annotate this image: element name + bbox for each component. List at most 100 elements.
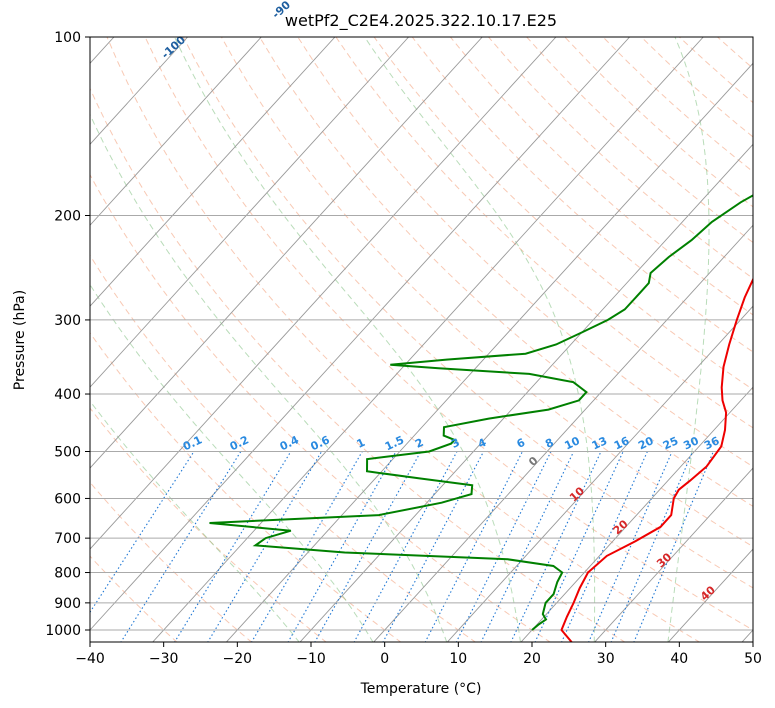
dry-adiabat bbox=[259, 37, 753, 507]
mixing-ratio-line bbox=[455, 451, 552, 642]
x-tick-label: 20 bbox=[523, 651, 541, 667]
isotherm-line bbox=[446, 305, 753, 642]
y-axis-ticks: 100 200 300 400 500 600 700 800 900 1000 bbox=[45, 30, 90, 639]
dry-adiabat bbox=[106, 37, 701, 642]
mixing-ratio-label: 2 bbox=[413, 436, 425, 451]
dry-adiabat bbox=[297, 37, 753, 468]
mixing-ratio-line bbox=[251, 451, 363, 642]
x-tick-label: 50 bbox=[744, 651, 762, 667]
isotherm-label: 40 bbox=[698, 583, 718, 603]
mixing-ratio-line bbox=[314, 451, 422, 642]
data-series bbox=[209, 194, 753, 642]
mixing-ratio-label: 6 bbox=[515, 436, 528, 451]
y-tick-label: 500 bbox=[54, 445, 81, 461]
mixing-ratio-label: 1.5 bbox=[383, 433, 406, 453]
mixing-ratio-label: 20 bbox=[636, 434, 656, 452]
isotherm-line bbox=[90, 37, 483, 469]
mixing-ratio-line bbox=[353, 451, 458, 642]
isotherm-line bbox=[152, 37, 704, 642]
y-tick-label: 1000 bbox=[45, 623, 81, 639]
isotherm-line bbox=[373, 224, 753, 642]
x-tick-label: 0 bbox=[380, 651, 389, 667]
dry-adiabat bbox=[90, 555, 178, 642]
y-tick-label: 100 bbox=[54, 30, 81, 46]
mixing-ratio-line bbox=[588, 451, 673, 642]
dry-adiabat bbox=[756, 37, 775, 643]
mixing-ratio-line bbox=[174, 451, 292, 642]
y-tick-label: 900 bbox=[54, 596, 81, 612]
x-axis-ticks: −40 −30 −20 −10 0 10 20 30 40 50 bbox=[75, 642, 762, 667]
dry-adiabat bbox=[144, 37, 753, 631]
dry-adiabat bbox=[182, 37, 753, 589]
dry-adiabat bbox=[335, 37, 753, 429]
mixing-ratio-label: 3 bbox=[449, 436, 461, 451]
mixing-ratio-label: 25 bbox=[661, 434, 680, 452]
y-tick-label: 400 bbox=[54, 387, 81, 403]
dry-adiabat bbox=[411, 37, 753, 353]
mixing-ratio-label: 4 bbox=[476, 436, 489, 451]
dry-adiabat bbox=[90, 254, 477, 642]
dewpoint-line bbox=[209, 194, 753, 631]
mixing-ratio-line bbox=[610, 451, 694, 642]
mixing-ratio-line bbox=[480, 451, 575, 642]
mixing-ratio-line bbox=[561, 451, 648, 642]
dry-adiabat bbox=[564, 37, 753, 208]
mixing-ratio-line bbox=[534, 451, 624, 642]
moist-adiabat bbox=[90, 283, 374, 642]
moist-adiabat bbox=[90, 113, 448, 642]
x-tick-label: 30 bbox=[597, 651, 615, 667]
y-tick-label: 300 bbox=[54, 313, 81, 329]
background-lines bbox=[90, 37, 775, 643]
mixing-ratio-label: 36 bbox=[702, 434, 722, 452]
isotherm-label: 20 bbox=[611, 517, 631, 537]
mixing-ratio-line bbox=[120, 451, 242, 642]
mixing-ratio-label: 0.6 bbox=[309, 433, 332, 453]
isotherm-line bbox=[667, 548, 753, 642]
mixing-ratio-label: 16 bbox=[612, 434, 632, 452]
moist-adiabat bbox=[364, 37, 596, 642]
isotherm-line bbox=[741, 629, 753, 642]
isotherm-line bbox=[90, 37, 630, 631]
moist-adiabat bbox=[667, 37, 710, 642]
y-tick-label: 700 bbox=[54, 531, 81, 547]
mixing-ratio-line bbox=[633, 451, 714, 642]
chart-title: wetPf2_C2E4.2025.322.10.17.E25 bbox=[285, 11, 557, 31]
dry-adiabat bbox=[450, 37, 753, 316]
y-axis-label: Pressure (hPa) bbox=[12, 290, 28, 390]
temperature-line bbox=[560, 277, 753, 642]
x-tick-label: 40 bbox=[670, 651, 688, 667]
mixing-ratio-labels: 0.1 0.2 0.4 0.6 1 1.5 2 3 4 6 8 10 13 16 20 25 30 36 bbox=[181, 433, 722, 453]
x-tick-label: −40 bbox=[75, 651, 105, 667]
y-tick-label: 800 bbox=[54, 566, 81, 582]
dry-adiabat bbox=[717, 37, 753, 70]
isotherm-line bbox=[299, 143, 753, 642]
dry-adiabat bbox=[90, 407, 327, 642]
x-axis-label: Temperature (°C) bbox=[360, 681, 482, 697]
mixing-ratio-label: 0.4 bbox=[278, 433, 301, 453]
x-tick-label: −20 bbox=[223, 651, 253, 667]
isotherm-line bbox=[520, 386, 753, 642]
isotherm-line bbox=[90, 37, 262, 226]
mixing-ratio-line bbox=[90, 451, 195, 614]
isotherm-line bbox=[90, 37, 409, 388]
mixing-ratio-label: 1 bbox=[355, 436, 367, 451]
mixing-ratio-line bbox=[287, 451, 397, 642]
x-tick-label: −10 bbox=[296, 651, 326, 667]
isotherm-line bbox=[90, 37, 336, 307]
dry-adiabat bbox=[640, 37, 753, 138]
x-tick-label: 10 bbox=[449, 651, 467, 667]
dry-adiabat bbox=[90, 173, 551, 642]
mixing-ratio-label: 10 bbox=[563, 434, 583, 452]
mixing-ratio-line bbox=[382, 451, 485, 642]
mixing-ratio-label: 0.1 bbox=[181, 433, 204, 453]
mixing-ratio-line bbox=[510, 451, 602, 642]
isotherm-line bbox=[594, 467, 753, 642]
x-tick-label: −30 bbox=[149, 651, 179, 667]
dry-adiabat bbox=[90, 481, 253, 642]
isotherm-line bbox=[90, 37, 188, 145]
mixing-ratio-line bbox=[207, 451, 323, 642]
y-tick-label: 600 bbox=[54, 491, 81, 507]
mixing-ratio-label: 30 bbox=[681, 434, 701, 452]
